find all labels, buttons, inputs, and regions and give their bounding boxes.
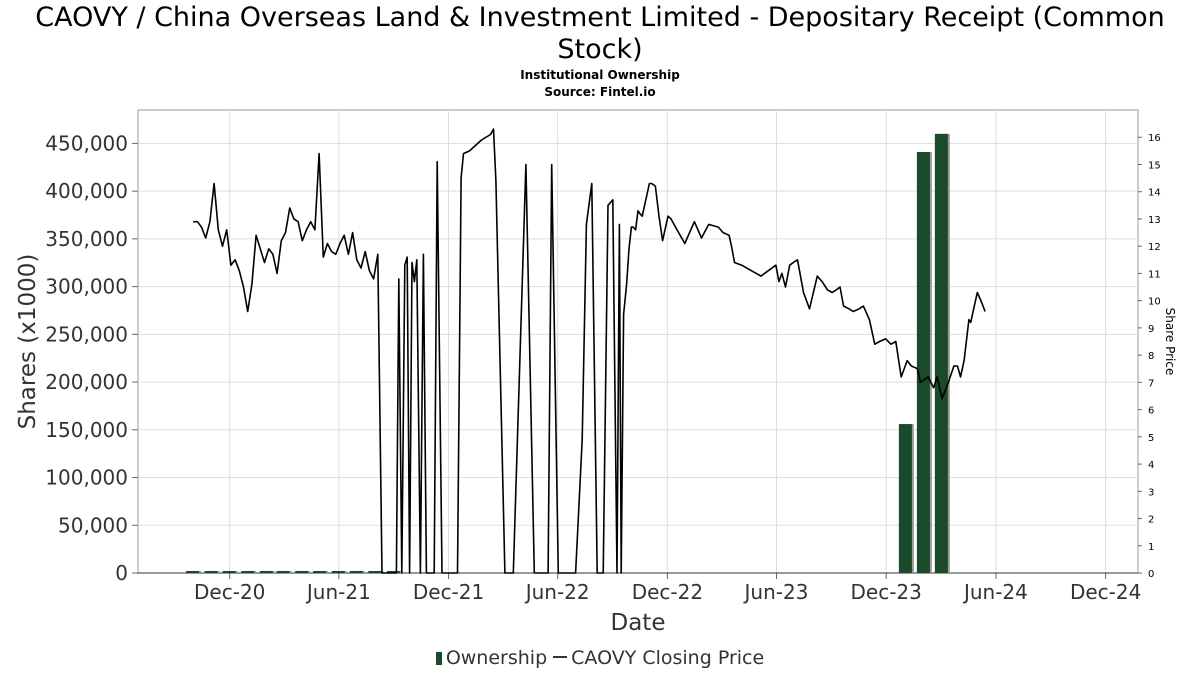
y2-tick-label: 15 <box>1148 160 1161 171</box>
y-tick-label: 300,000 <box>45 275 128 299</box>
ownership-bar <box>916 152 930 573</box>
y2-tick-label: 9 <box>1148 324 1154 335</box>
ownership-bar <box>898 424 912 573</box>
closing-price-line <box>193 128 986 574</box>
ownership-bar <box>186 571 200 573</box>
y-tick-label: 150,000 <box>45 418 128 442</box>
y2-tick-label: 8 <box>1148 351 1154 362</box>
legend: Ownership CAOVY Closing Price <box>0 647 1200 669</box>
chart-subtitle: Institutional Ownership <box>520 68 680 82</box>
x-tick-label: Dec-20 <box>194 580 265 604</box>
legend-bar-swatch <box>435 652 442 665</box>
legend-line-label: CAOVY Closing Price <box>571 647 765 669</box>
y-tick-label: 100,000 <box>45 466 128 490</box>
y-tick-label: 400,000 <box>45 179 128 203</box>
x-tick-label: Jun-21 <box>305 580 371 604</box>
y2-axis-label: Share Price <box>1163 308 1177 376</box>
y-tick-label: 250,000 <box>45 322 128 346</box>
y-tick-label: 50,000 <box>58 513 128 537</box>
y2-tick-label: 11 <box>1148 269 1161 280</box>
legend-bar-label: Ownership <box>445 647 548 669</box>
ownership-bar <box>241 571 255 573</box>
ownership-bar <box>934 133 948 574</box>
y2-tick-label: 5 <box>1148 433 1154 444</box>
x-axis-label: Date <box>611 610 666 636</box>
x-tick-label: Dec-22 <box>632 580 703 604</box>
y2-tick-label: 7 <box>1148 378 1154 389</box>
chart-title: CAOVY / China Overseas Land & Investment… <box>35 2 1165 65</box>
y2-tick-label: 16 <box>1148 133 1161 144</box>
y2-tick-label: 6 <box>1148 406 1154 417</box>
ownership-bar <box>276 571 290 573</box>
y2-tick-label: 3 <box>1148 487 1154 498</box>
y-tick-label: 200,000 <box>45 370 128 394</box>
y-tick-label: 0 <box>115 561 128 585</box>
ownership-bar <box>204 571 218 573</box>
y2-tick-label: 4 <box>1148 460 1154 471</box>
ownership-bar <box>386 571 400 573</box>
ownership-bar <box>331 571 345 573</box>
ownership-bar <box>349 571 363 573</box>
ownership-bar <box>222 571 236 573</box>
ownership-bar <box>259 571 273 573</box>
ownership-bar <box>295 571 309 573</box>
y-tick-label: 350,000 <box>45 227 128 251</box>
legend-line-swatch <box>553 656 568 658</box>
ownership-bar <box>368 571 382 573</box>
y2-tick-label: 10 <box>1148 297 1161 308</box>
ownership-bar <box>313 571 327 573</box>
y2-tick-label: 1 <box>1148 542 1154 553</box>
y2-tick-label: 14 <box>1148 188 1161 199</box>
x-tick-label: Dec-23 <box>851 580 922 604</box>
chart-source: Source: Fintel.io <box>544 85 656 99</box>
y2-tick-label: 0 <box>1148 569 1154 580</box>
x-tick-label: Dec-24 <box>1070 580 1141 604</box>
y2-tick-label: 13 <box>1148 215 1161 226</box>
x-tick-label: Dec-21 <box>413 580 484 604</box>
y2-tick-label: 12 <box>1148 242 1161 253</box>
x-tick-label: Jun-22 <box>524 580 590 604</box>
y-tick-label: 450,000 <box>45 131 128 155</box>
plot-frame <box>137 109 1139 574</box>
x-tick-label: Jun-23 <box>743 580 809 604</box>
y-axis-label: Shares (x1000) <box>15 254 41 430</box>
y2-tick-label: 2 <box>1148 515 1154 526</box>
x-tick-label: Jun-24 <box>962 580 1028 604</box>
